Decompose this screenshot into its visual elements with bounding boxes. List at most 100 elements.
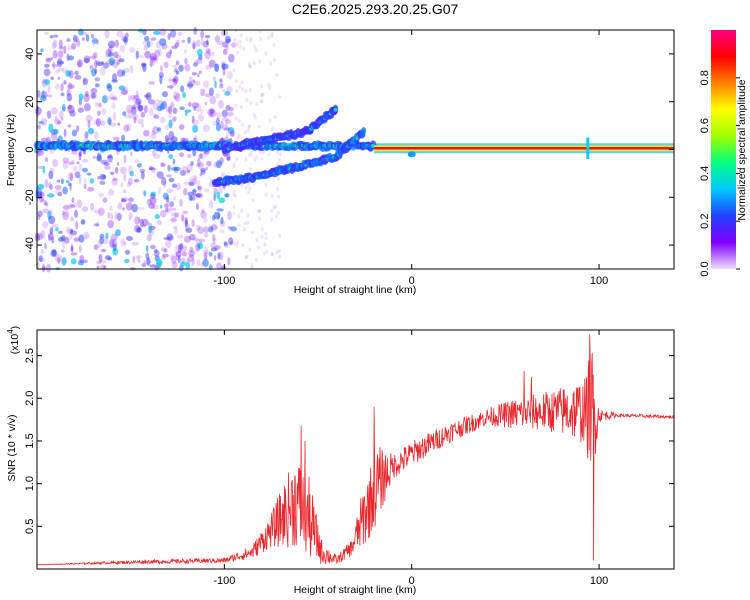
spectrogram-noise-blob (200, 30, 205, 39)
spectrogram-noise-blob (108, 188, 115, 197)
spectrogram-noise-blob (60, 178, 64, 185)
spectrogram-noise-blob (200, 210, 207, 219)
spectrogram-noise-blob (229, 241, 233, 245)
spectrogram-noise-blob (98, 253, 103, 263)
spectrogram-noise-blob (172, 116, 177, 122)
spectrogram-noise-blob (274, 214, 278, 219)
spectrogram-noise-blob (150, 37, 157, 41)
spectrogram-noise-blob (264, 51, 268, 56)
spectrogram-noise-blob (87, 127, 95, 135)
spectrogram-noise-blob (139, 218, 144, 228)
spectrogram-noise-blob (173, 212, 180, 218)
spectrogram-noise-blob (199, 153, 207, 160)
spectrogram-noise-blob (159, 205, 163, 209)
spectrogram-noise-blob (208, 251, 213, 257)
spectrogram-noise-blob (37, 183, 45, 190)
spectrogram-noise-blob (50, 107, 58, 115)
spectrogram-noise-blob (164, 134, 169, 143)
spectrogram-noise-blob (234, 103, 238, 108)
spectrogram-noise-blob (270, 31, 274, 36)
spectrogram-noise-blob (136, 163, 142, 168)
spectrogram-noise-blob (81, 206, 89, 213)
spectrogram-noise-blob (127, 110, 133, 119)
spectrogram-noise-blob (74, 171, 81, 179)
spectrogram-noise-blob (143, 129, 150, 137)
spectrogram-noise-blob (255, 102, 259, 107)
spectrogram-xtick-label: -100 (213, 275, 235, 287)
spectrogram-noise-blob (142, 224, 146, 228)
spectrogram-noise-blob (232, 164, 236, 169)
spectrogram-noise-blob (170, 136, 178, 144)
spectrogram-noise-blob (191, 219, 195, 227)
spectrogram-noise-blob (81, 37, 85, 41)
spectrogram-noise-blob (60, 249, 65, 253)
spectrogram-noise-blob (111, 79, 118, 83)
spectrogram-noise-blob (52, 159, 59, 168)
snr-xtick-label: 0 (409, 575, 415, 587)
spectrogram-noise-blob (131, 105, 136, 110)
spectrogram-noise-blob (182, 210, 189, 215)
spectrogram-noise-blob (51, 41, 57, 50)
spectrogram-noise-blob (124, 32, 129, 39)
spectrogram-noise-blob (184, 216, 188, 225)
spectrogram-noise-blob (83, 57, 90, 64)
spectrogram-noise-blob (86, 172, 92, 176)
spectrogram-noise-blob (210, 224, 218, 231)
spectrogram-noise-blob (67, 203, 74, 210)
spectrogram-noise-blob (229, 131, 235, 137)
spectrogram-noise-blob (52, 39, 58, 49)
spectrogram-ytick-label: 0 (24, 146, 36, 152)
spectrogram-noise-blob (159, 161, 164, 168)
spectrogram-noise-blob (77, 259, 85, 266)
spectrogram-noise-blob (110, 96, 118, 101)
spectrogram-noise-blob (161, 256, 166, 260)
spectrogram-noise-blob (278, 233, 282, 238)
spectrogram-noise-blob (146, 40, 154, 48)
spectrogram-noise-blob (47, 181, 52, 189)
spectrogram-noise-blob (248, 64, 252, 69)
spectrogram-noise-blob (54, 115, 58, 122)
spectrogram-noise-blob (102, 95, 108, 104)
spectrogram-noise-blob (175, 70, 180, 75)
spectrogram-noise-blob (112, 96, 118, 101)
spectrogram-noise-blob (107, 219, 115, 229)
spectrogram-noise-blob (117, 122, 121, 126)
spectrogram-noise-blob (123, 241, 127, 246)
spectrogram-noise-blob (64, 236, 70, 244)
spectrogram-noise-blob (160, 102, 165, 111)
spectrogram-noise-blob (61, 103, 66, 112)
spectrogram-noise-blob (40, 48, 44, 53)
spectrogram-noise-blob (75, 125, 80, 133)
spectrogram-noise-blob (163, 248, 168, 253)
spectrogram-noise-blob (65, 179, 70, 184)
spectrogram-noise-blob (197, 242, 204, 250)
spectrogram-noise-blob (278, 157, 282, 162)
spectrogram-noise-blob (193, 106, 196, 111)
spectrogram-noise-blob (84, 234, 89, 240)
spectrogram-noise-blob (149, 264, 157, 268)
spectrogram-noise-blob (264, 236, 268, 241)
spectrogram-noise-blob (75, 220, 79, 230)
spectrogram-noise-blob (133, 224, 141, 233)
spectrogram-noise-blob (271, 127, 275, 132)
spectrogram-noise-blob (44, 79, 51, 86)
spectrogram-noise-blob (54, 83, 60, 90)
spectrogram-noise-blob (107, 40, 116, 49)
spectrogram-noise-blob (234, 28, 238, 33)
spectrogram-noise-blob (47, 234, 51, 242)
spectrogram-noise-blob (272, 205, 276, 210)
spectrogram-noise-blob (180, 137, 186, 143)
spectrogram-noise-blob (70, 252, 78, 256)
spectrogram-noise-blob (155, 171, 160, 176)
spectrogram-noise-blob (248, 124, 252, 129)
spectrogram-noise-blob (128, 217, 132, 221)
spectrogram-noise-blob (124, 115, 132, 119)
spectrogram-noise-blob (230, 42, 237, 48)
spectrogram-noise-blob (164, 207, 169, 213)
spectrogram-noise-blob (179, 198, 183, 207)
spectrogram-noise-blob (97, 110, 101, 116)
spectrogram-noise-blob (81, 159, 89, 163)
spectrogram-noise-blob (193, 176, 197, 186)
colorbar-tick-label: 0.4 (699, 166, 711, 181)
spectrogram-noise-blob (113, 51, 119, 59)
